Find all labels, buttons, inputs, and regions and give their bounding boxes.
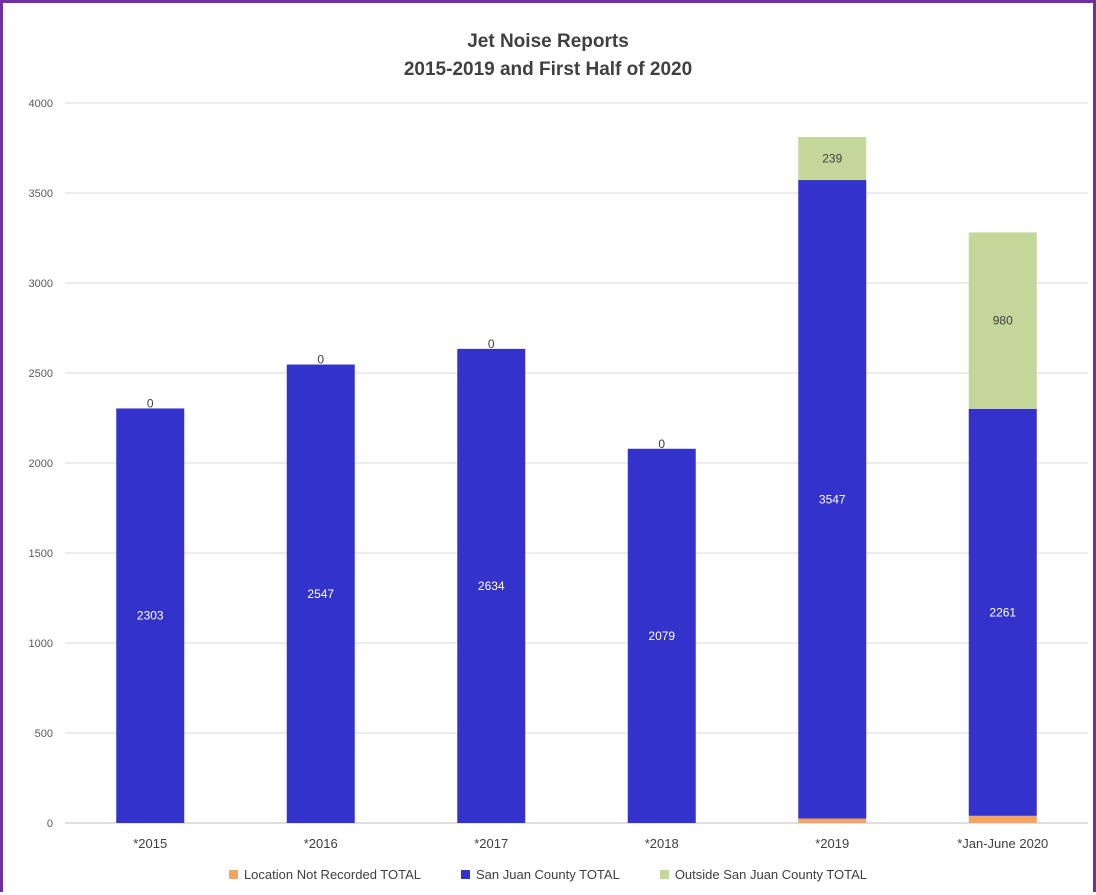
legend-item-outside-san-juan-county: Outside San Juan County TOTAL — [659, 867, 868, 882]
data-label: 2261 — [989, 605, 1016, 619]
chart-subtitle: 2015-2019 and First Half of 2020 — [403, 59, 693, 80]
bar-segment — [968, 232, 1037, 409]
x-tick-label: *Jan-June 2020 — [957, 836, 1048, 851]
y-tick-label: 3000 — [29, 278, 53, 290]
legend-swatch-san-juan-county — [461, 870, 470, 879]
bar-segment — [968, 408, 1037, 816]
chart-legend: Location Not Recorded TOTAL San Juan Cou… — [3, 867, 1093, 882]
bar-segment — [798, 137, 867, 181]
data-label: 3547 — [819, 492, 846, 506]
bar-segment — [116, 408, 185, 823]
legend-swatch-location-not-recorded — [228, 870, 238, 879]
data-label: 2079 — [648, 629, 675, 643]
data-label: 0 — [658, 437, 665, 451]
bar-segment — [798, 180, 867, 819]
y-tick-label: 4000 — [29, 98, 53, 110]
legend-label-san-juan-county: San Juan County TOTAL — [476, 867, 620, 882]
y-tick-label: 500 — [35, 728, 53, 740]
data-label: 239 — [822, 152, 842, 166]
bar-segment — [627, 448, 696, 823]
data-label: 0 — [317, 353, 324, 367]
data-label: 2634 — [478, 579, 505, 593]
y-tick-label: 1000 — [29, 638, 53, 650]
x-tick-label: *2019 — [815, 836, 849, 851]
legend-label-outside-san-juan-county: Outside San Juan County TOTAL — [674, 867, 868, 882]
legend-item-san-juan-county: San Juan County TOTAL — [461, 867, 620, 882]
data-label: 0 — [147, 396, 154, 410]
data-label: 980 — [993, 314, 1013, 328]
chart-plot-area: 0 500 1000 1500 2000 2500 3000 3500 4000 2303 0 *20… — [29, 98, 1088, 851]
y-tick-label: 0 — [47, 818, 53, 830]
bar-segment — [968, 815, 1037, 823]
data-label: 2303 — [137, 609, 164, 623]
bar-segment — [457, 348, 526, 823]
bar-segment — [798, 818, 867, 823]
y-tick-label: 1500 — [29, 548, 53, 560]
x-tick-label: *2016 — [304, 836, 338, 851]
legend-swatch-outside-san-juan-county — [659, 870, 669, 879]
legend-item-location-not-recorded: Location Not Recorded TOTAL — [228, 867, 421, 882]
x-tick-label: *2015 — [133, 836, 167, 851]
x-tick-label: *2017 — [474, 836, 508, 851]
data-label: 0 — [488, 337, 495, 351]
x-tick-label: *2018 — [645, 836, 679, 851]
chart-title: Jet Noise Reports — [467, 31, 629, 52]
y-tick-label: 3500 — [29, 188, 53, 200]
y-tick-label: 2500 — [29, 368, 53, 380]
data-label: 2547 — [307, 587, 334, 601]
y-tick-label: 2000 — [29, 458, 53, 470]
bar-segment — [286, 364, 355, 823]
legend-label-location-not-recorded: Location Not Recorded TOTAL — [243, 867, 421, 882]
